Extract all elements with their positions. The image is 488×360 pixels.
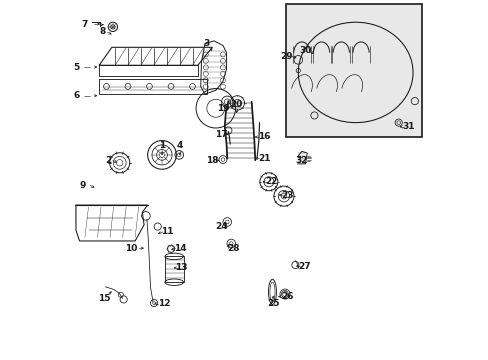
Text: 12: 12 — [157, 299, 170, 308]
Text: 26: 26 — [281, 292, 293, 301]
Text: 13: 13 — [175, 264, 187, 273]
Text: 19: 19 — [216, 104, 229, 113]
Text: 24: 24 — [214, 222, 227, 231]
Text: 28: 28 — [226, 244, 239, 253]
Text: 8: 8 — [100, 27, 106, 36]
Text: 10: 10 — [125, 244, 138, 253]
Bar — [99, 79, 206, 94]
Text: 14: 14 — [173, 244, 186, 253]
Text: 2: 2 — [105, 156, 111, 165]
Text: 3: 3 — [203, 39, 209, 48]
Text: 27: 27 — [298, 262, 310, 271]
Text: 29: 29 — [280, 52, 292, 61]
Text: 25: 25 — [266, 299, 279, 308]
Text: 21: 21 — [258, 154, 270, 163]
Text: 1: 1 — [159, 141, 165, 150]
Text: 9: 9 — [79, 181, 85, 190]
Text: 5: 5 — [73, 63, 80, 72]
Text: 17: 17 — [214, 130, 227, 139]
Text: 6: 6 — [73, 91, 80, 100]
Text: 31: 31 — [402, 122, 414, 131]
Text: 7: 7 — [81, 19, 88, 28]
Text: 18: 18 — [205, 156, 218, 165]
Bar — [164, 256, 183, 282]
Text: 11: 11 — [161, 228, 173, 237]
Text: 32: 32 — [294, 156, 307, 165]
Text: 16: 16 — [258, 132, 270, 141]
Text: 4: 4 — [176, 141, 183, 150]
Text: 15: 15 — [98, 294, 110, 303]
Text: 23: 23 — [281, 190, 293, 199]
Text: 22: 22 — [264, 177, 277, 186]
Text: 30: 30 — [299, 46, 311, 55]
Text: 20: 20 — [230, 100, 243, 109]
Bar — [285, 4, 421, 137]
